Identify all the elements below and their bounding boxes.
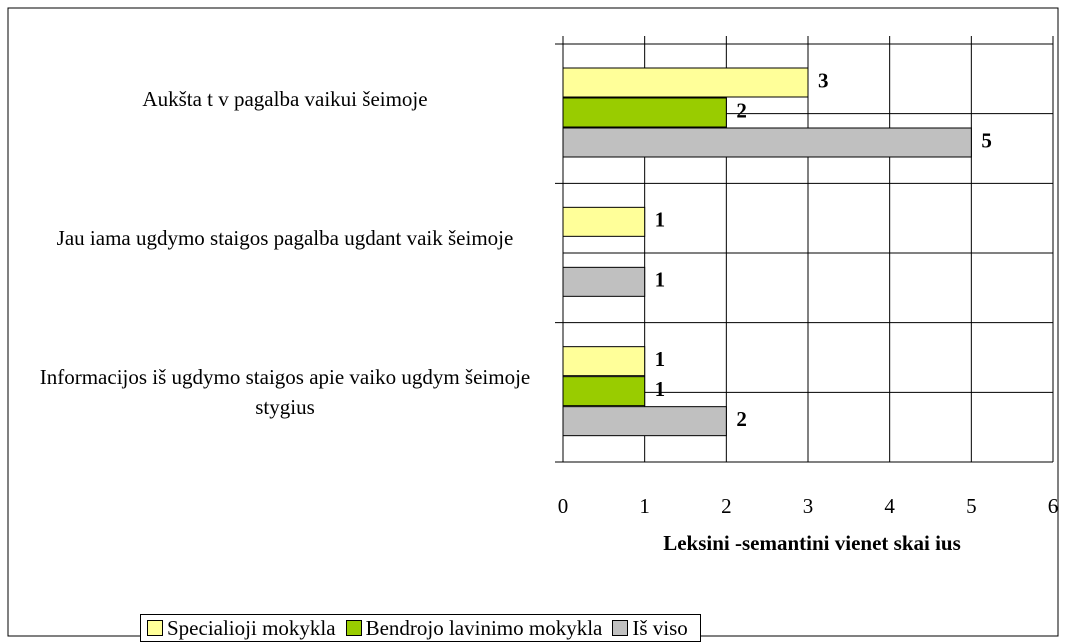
data-label: 1 <box>655 377 666 401</box>
bar <box>562 266 646 297</box>
x-tick-label: 5 <box>966 494 977 518</box>
data-label: 5 <box>981 128 992 152</box>
x-tick-label: 2 <box>721 494 732 518</box>
category-label: Jau iama ugdymo staigos pagalba ugdant v… <box>56 226 514 250</box>
x-tick-label: 1 <box>639 494 650 518</box>
x-tick-label: 4 <box>884 494 895 518</box>
category-label: Aukšta t v pagalba vaikui šeimoje <box>142 86 428 111</box>
x-axis-label: Leksini -semantini vienet skai ius <box>663 531 961 555</box>
bar <box>562 97 727 128</box>
data-label: 2 <box>736 407 747 431</box>
bar <box>562 206 646 237</box>
legend-item: Specialioji mokykla <box>147 616 336 641</box>
x-tick-label: 0 <box>558 494 569 518</box>
bar <box>562 406 727 437</box>
data-label: 3 <box>818 68 829 92</box>
legend: Specialioji mokykla Bendrojo lavinimo mok… <box>140 614 701 642</box>
legend-label: Specialioji mokykla <box>167 615 336 640</box>
legend-swatch <box>612 620 629 636</box>
data-label: 1 <box>655 347 666 371</box>
x-tick-label: 3 <box>803 494 814 518</box>
legend-item: Bendrojo lavinimo mokykla <box>345 615 603 641</box>
bar <box>562 67 809 98</box>
bar <box>562 376 646 407</box>
bar <box>562 127 972 158</box>
legend-swatch <box>147 620 163 636</box>
legend-label: Bendrojo lavinimo mokykla <box>365 615 603 640</box>
legend-item: Iš viso <box>612 615 688 641</box>
legend-swatch <box>345 620 362 636</box>
x-tick-label: 6 <box>1048 494 1059 518</box>
legend-label: Iš viso <box>632 615 688 640</box>
bar <box>562 346 646 377</box>
category-label: Informacijos iš ugdymo staigos apie vaik… <box>39 365 531 420</box>
data-label: 1 <box>655 268 666 292</box>
data-label: 2 <box>736 98 747 122</box>
data-label: 1 <box>655 208 666 232</box>
